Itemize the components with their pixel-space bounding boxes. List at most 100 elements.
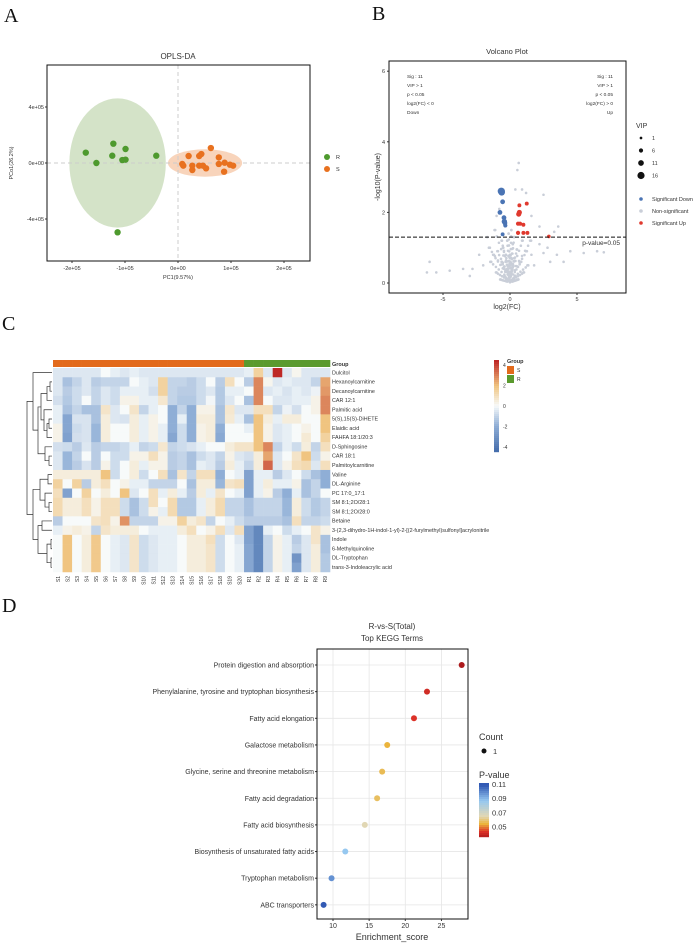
data-point-non-significant <box>515 268 518 271</box>
heatmap-cell <box>205 395 216 406</box>
heatmap-cell <box>320 405 331 415</box>
heatmap-cell <box>234 395 245 406</box>
heatmap-cell <box>196 544 207 554</box>
color-scale-step <box>494 382 499 385</box>
heatmap-cell <box>253 562 264 573</box>
heatmap-cell <box>138 460 149 471</box>
heatmap-cell <box>272 414 283 424</box>
heatmap-cell <box>62 386 73 397</box>
heatmap-cell <box>301 405 312 415</box>
heatmap-cell <box>62 469 73 480</box>
heatmap-cell <box>158 479 168 489</box>
heatmap-cell <box>310 460 321 471</box>
heatmap-cell <box>81 460 92 471</box>
heatmap-cell <box>148 479 159 489</box>
heatmap-cell <box>91 405 102 415</box>
annotation-down: Sig : 11 <box>407 74 423 80</box>
data-point <box>328 875 335 882</box>
data-point-non-significant <box>514 259 517 263</box>
heatmap-cell <box>62 423 73 434</box>
heatmap-cell <box>244 414 254 424</box>
heatmap-cell <box>100 516 111 526</box>
data-point-non-significant <box>524 266 527 269</box>
heatmap-cell <box>91 423 102 434</box>
heatmap-cell <box>282 562 293 573</box>
x-tick-label: 15 <box>365 923 373 930</box>
heatmap-cell <box>291 553 302 563</box>
pvalue-scale-step <box>479 799 489 802</box>
heatmap-cell <box>224 368 235 378</box>
heatmap-cell <box>224 516 235 526</box>
row-label: CAR 12:1 <box>332 398 355 404</box>
color-scale-step <box>494 392 499 395</box>
panel-label: D <box>2 595 16 617</box>
heatmap-cell <box>320 368 331 378</box>
heatmap-cell <box>263 460 273 471</box>
heatmap-cell <box>301 432 312 443</box>
heatmap-cell <box>301 377 312 387</box>
heatmap-cell <box>53 368 63 378</box>
heatmap-cell <box>186 469 197 480</box>
heatmap-cell <box>253 414 264 424</box>
heatmap-cell <box>253 377 264 387</box>
heatmap-cell <box>224 469 235 480</box>
data-point-non-significant <box>516 274 520 278</box>
heatmap-cell <box>320 516 331 526</box>
heatmap-cell <box>196 525 207 536</box>
heatmap-cell <box>62 395 73 406</box>
y-tick-label: 4e+05 <box>29 105 44 111</box>
heatmap-cell <box>272 516 283 526</box>
heatmap-cell <box>91 507 102 517</box>
heatmap-cell <box>215 488 226 499</box>
heatmap-cell <box>62 451 73 461</box>
heatmap-cell <box>291 432 302 443</box>
data-point-non-significant <box>530 253 533 257</box>
heatmap-cell <box>81 405 92 415</box>
heatmap-cell <box>110 432 121 443</box>
heatmap-cell <box>263 469 273 480</box>
heatmap-cell <box>253 442 264 452</box>
heatmap-cell <box>53 544 63 554</box>
heatmap-cell <box>301 507 312 517</box>
data-point <box>410 715 417 722</box>
heatmap-cell <box>205 432 216 443</box>
heatmap-cell <box>148 377 159 387</box>
color-scale-step <box>494 406 499 409</box>
heatmap-cell <box>205 562 216 573</box>
row-label: DL-Arginine <box>332 482 360 488</box>
heatmap-cell <box>253 544 264 554</box>
heatmap-cell <box>234 442 245 452</box>
group-bar-cell <box>282 360 293 367</box>
data-point-non-significant <box>471 267 474 271</box>
row-label: Palmitic acid <box>332 407 362 413</box>
column-label: R9 <box>323 576 329 583</box>
data-point-significant-up <box>547 234 551 239</box>
color-scale-step <box>494 366 499 369</box>
group-bar-cell <box>129 360 140 367</box>
data-point-non-significant <box>502 249 506 253</box>
heatmap-cell <box>234 405 245 415</box>
heatmap-cell <box>320 553 331 563</box>
heatmap-cell <box>224 479 235 489</box>
data-point-non-significant <box>507 232 510 235</box>
heatmap-cell <box>234 432 245 443</box>
heatmap-cell <box>263 497 273 508</box>
heatmap-cell <box>72 377 82 387</box>
legend-label: R <box>336 155 340 161</box>
heatmap-cell <box>148 395 159 406</box>
heatmap-cell <box>215 479 226 489</box>
x-tick-label: 10 <box>329 923 337 930</box>
column-label: R4 <box>275 576 281 583</box>
count-legend-label: 1 <box>493 747 497 756</box>
pvalue-scale-step <box>479 831 489 834</box>
color-scale-step <box>494 416 499 419</box>
group-bar-cell <box>310 360 321 367</box>
heatmap-cell <box>282 553 293 563</box>
heatmap-cell <box>310 488 321 499</box>
pvalue-scale-step <box>479 803 489 806</box>
pvalue-scale-step <box>479 819 489 822</box>
heatmap-cell <box>272 405 283 415</box>
heatmap-cell <box>186 525 197 536</box>
heatmap-cell <box>196 442 207 452</box>
